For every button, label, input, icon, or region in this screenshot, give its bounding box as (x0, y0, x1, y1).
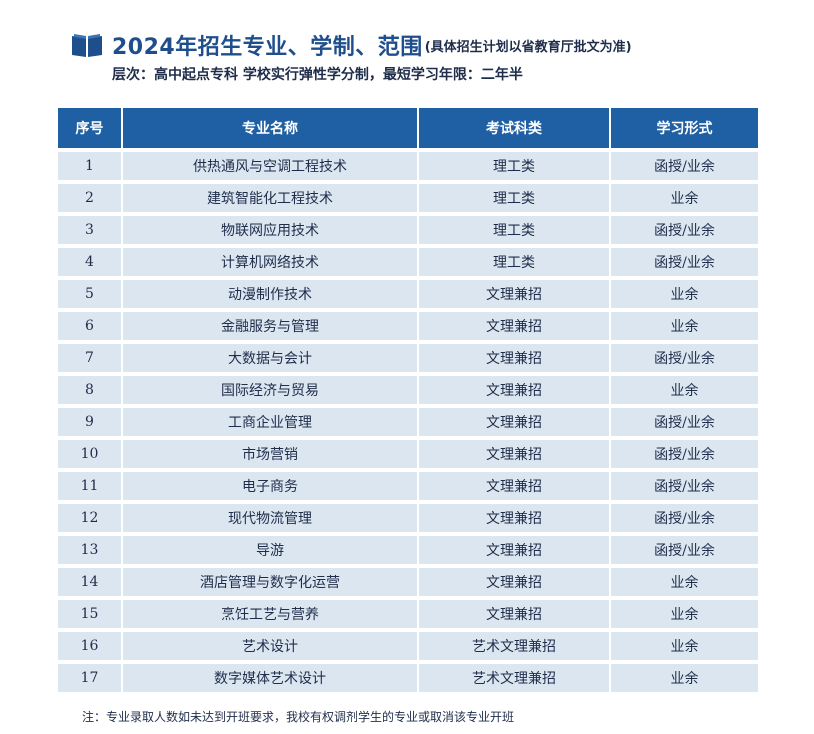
study-form-cell: 业余 (610, 372, 758, 406)
major-name-cell: 酒店管理与数字化运营 (122, 564, 419, 598)
study-form-cell: 业余 (610, 564, 758, 598)
major-name-cell: 计算机网络技术 (122, 244, 419, 278)
table-row: 9 工商企业管理 文理兼招 函授/业余 (58, 404, 758, 438)
table-row: 2 建筑智能化工程技术 理工类 业余 (58, 180, 758, 214)
row-index-cell: 8 (58, 372, 123, 406)
column-header-form: 学习形式 (610, 108, 758, 150)
table-header-row: 序号 专业名称 考试科类 学习形式 (58, 108, 758, 150)
row-index-cell: 4 (58, 244, 123, 278)
study-form-cell: 函授/业余 (610, 148, 758, 182)
exam-category-cell: 文理兼招 (418, 436, 611, 470)
study-form-cell: 业余 (610, 180, 758, 214)
study-form-cell: 函授/业余 (610, 212, 758, 246)
exam-category-cell: 文理兼招 (418, 404, 611, 438)
table-row: 1 供热通风与空调工程技术 理工类 函授/业余 (58, 148, 758, 182)
table-row: 3 物联网应用技术 理工类 函授/业余 (58, 212, 758, 246)
table-row: 5 动漫制作技术 文理兼招 业余 (58, 276, 758, 310)
major-name-cell: 数字媒体艺术设计 (122, 660, 419, 692)
table-row: 16 艺术设计 艺术文理兼招 业余 (58, 628, 758, 662)
table-row: 7 大数据与会计 文理兼招 函授/业余 (58, 340, 758, 374)
exam-category-cell: 文理兼招 (418, 532, 611, 566)
row-index-cell: 1 (58, 148, 123, 182)
exam-category-cell: 文理兼招 (418, 372, 611, 406)
table-row: 17 数字媒体艺术设计 艺术文理兼招 业余 (58, 660, 758, 692)
study-form-cell: 函授/业余 (610, 244, 758, 278)
study-form-cell: 业余 (610, 308, 758, 342)
major-name-cell: 动漫制作技术 (122, 276, 419, 310)
table-row: 4 计算机网络技术 理工类 函授/业余 (58, 244, 758, 278)
title-note: (具体招生计划以省教育厅批文为准) (424, 39, 632, 55)
table-row: 15 烹饪工艺与营养 文理兼招 业余 (58, 596, 758, 630)
row-index-cell: 13 (58, 532, 123, 566)
exam-category-cell: 文理兼招 (418, 596, 611, 630)
title-row: 2024年招生专业、学制、范围 (具体招生计划以省教育厅批文为准) (70, 28, 810, 62)
row-index-cell: 12 (58, 500, 123, 534)
row-index-cell: 3 (58, 212, 123, 246)
subtitle: 层次：高中起点专科 学校实行弹性学分制，最短学习年限：二年半 (112, 67, 523, 83)
row-index-cell: 5 (58, 276, 123, 310)
study-form-cell: 业余 (610, 660, 758, 692)
table-row: 12 现代物流管理 文理兼招 函授/业余 (58, 500, 758, 534)
major-name-cell: 现代物流管理 (122, 500, 419, 534)
row-index-cell: 14 (58, 564, 123, 598)
exam-category-cell: 文理兼招 (418, 500, 611, 534)
study-form-cell: 函授/业余 (610, 500, 758, 534)
study-form-cell: 业余 (610, 596, 758, 630)
major-name-cell: 建筑智能化工程技术 (122, 180, 419, 214)
exam-category-cell: 文理兼招 (418, 308, 611, 342)
footer-note: 注：专业录取人数如未达到开班要求，我校有权调剂学生的专业或取消该专业开班 (82, 710, 515, 724)
study-form-cell: 业余 (610, 628, 758, 662)
table-row: 11 电子商务 文理兼招 函授/业余 (58, 468, 758, 502)
table-body: 1 供热通风与空调工程技术 理工类 函授/业余 2 建筑智能化工程技术 理工类 业余 3 物联网应… (58, 148, 758, 692)
row-index-cell: 15 (58, 596, 123, 630)
exam-category-cell: 理工类 (418, 180, 611, 214)
table-row: 14 酒店管理与数字化运营 文理兼招 业余 (58, 564, 758, 598)
row-index-cell: 10 (58, 436, 123, 470)
column-header-index: 序号 (58, 108, 123, 150)
study-form-cell: 函授/业余 (610, 436, 758, 470)
row-index-cell: 17 (58, 660, 123, 692)
exam-category-cell: 文理兼招 (418, 564, 611, 598)
study-form-cell: 函授/业余 (610, 340, 758, 374)
majors-table: 序号 专业名称 考试科类 学习形式 1 供热通风与空调工程技术 理工类 函授/业余 2 建… (58, 108, 758, 692)
major-name-cell: 国际经济与贸易 (122, 372, 419, 406)
study-form-cell: 函授/业余 (610, 532, 758, 566)
row-index-cell: 16 (58, 628, 123, 662)
study-form-cell: 函授/业余 (610, 468, 758, 502)
major-name-cell: 大数据与会计 (122, 340, 419, 374)
table-row: 13 导游 文理兼招 函授/业余 (58, 532, 758, 566)
column-header-category: 考试科类 (418, 108, 611, 150)
column-header-major: 专业名称 (122, 108, 419, 150)
major-name-cell: 市场营销 (122, 436, 419, 470)
table-row: 10 市场营销 文理兼招 函授/业余 (58, 436, 758, 470)
major-name-cell: 物联网应用技术 (122, 212, 419, 246)
row-index-cell: 7 (58, 340, 123, 374)
major-name-cell: 供热通风与空调工程技术 (122, 148, 419, 182)
study-form-cell: 函授/业余 (610, 404, 758, 438)
page-title: 2024年招生专业、学制、范围 (112, 35, 423, 60)
major-name-cell: 艺术设计 (122, 628, 419, 662)
exam-category-cell: 文理兼招 (418, 340, 611, 374)
major-name-cell: 金融服务与管理 (122, 308, 419, 342)
row-index-cell: 11 (58, 468, 123, 502)
exam-category-cell: 理工类 (418, 244, 611, 278)
exam-category-cell: 理工类 (418, 212, 611, 246)
major-name-cell: 烹饪工艺与营养 (122, 596, 419, 630)
major-name-cell: 导游 (122, 532, 419, 566)
exam-category-cell: 艺术文理兼招 (418, 660, 611, 692)
exam-category-cell: 理工类 (418, 148, 611, 182)
page-header: 2024年招生专业、学制、范围 (具体招生计划以省教育厅批文为准) (70, 28, 810, 62)
row-index-cell: 9 (58, 404, 123, 438)
study-form-cell: 业余 (610, 276, 758, 310)
open-book-icon (70, 31, 104, 59)
table-row: 6 金融服务与管理 文理兼招 业余 (58, 308, 758, 342)
table-row: 8 国际经济与贸易 文理兼招 业余 (58, 372, 758, 406)
major-name-cell: 工商企业管理 (122, 404, 419, 438)
row-index-cell: 2 (58, 180, 123, 214)
exam-category-cell: 文理兼招 (418, 468, 611, 502)
exam-category-cell: 艺术文理兼招 (418, 628, 611, 662)
major-name-cell: 电子商务 (122, 468, 419, 502)
row-index-cell: 6 (58, 308, 123, 342)
exam-category-cell: 文理兼招 (418, 276, 611, 310)
